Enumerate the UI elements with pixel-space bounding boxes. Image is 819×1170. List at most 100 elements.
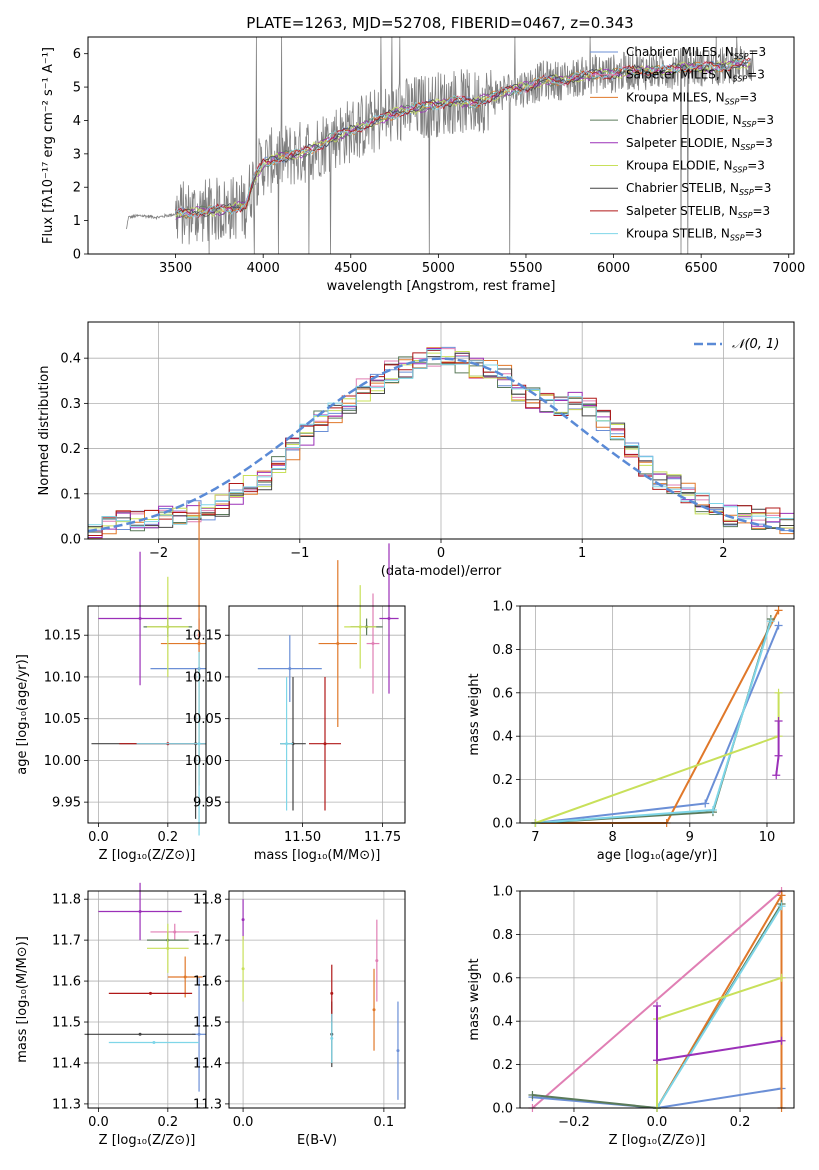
legend-entry: Salpeter STELIB, NSSP=3	[626, 204, 770, 220]
plot-frame	[87, 321, 795, 540]
x-tick-label: 5500	[509, 261, 542, 276]
plot-background	[88, 606, 206, 823]
y-tick-label: 0.3	[60, 397, 81, 412]
x-tick-label: 11.75	[364, 830, 401, 845]
y-tick-label: 11.6	[52, 975, 81, 990]
y-tick-label: 0.6	[492, 971, 513, 986]
x-tick-label: 0.2	[157, 1115, 178, 1130]
data-point	[653, 1056, 661, 1065]
y-tick-label: 11.8	[52, 893, 81, 908]
x-tick-label: 0.0	[88, 830, 109, 845]
model-spectrum-line	[175, 60, 751, 217]
y-tick-label: 11.5	[193, 1016, 222, 1031]
y-tick-label: 10.00	[185, 754, 222, 769]
x-tick-label: 0.2	[157, 830, 178, 845]
model-spectrum-line	[175, 58, 751, 219]
data-point	[396, 1049, 400, 1053]
data-point	[148, 991, 152, 995]
y-tick-label: 10.00	[44, 754, 81, 769]
x-axis-label: Z [log₁₀(Z/Z⊙)]	[99, 848, 196, 863]
y-tick-label: 0.1	[60, 487, 81, 502]
mass-age-panel: 11.50 11.75 9.95 10.00 10.05 10.10 10.15 mass […	[185, 543, 406, 863]
data-point	[774, 621, 783, 630]
data-point	[774, 717, 783, 726]
data-point	[375, 959, 379, 963]
plot-background	[88, 891, 206, 1108]
y-tick-label: 0	[73, 248, 81, 263]
x-tick-label: 0.2	[730, 1115, 751, 1130]
data-point	[197, 1032, 201, 1036]
data-point	[288, 667, 292, 671]
y-tick-label: 6	[73, 47, 81, 62]
y-tick-label: 0.4	[492, 730, 513, 745]
data-point	[774, 751, 783, 760]
x-axis-label: E(B-V)	[297, 1133, 337, 1148]
y-tick-label: 0.4	[492, 1015, 513, 1030]
mass-weight-line	[531, 890, 783, 1109]
y-tick-label: 10.10	[185, 670, 222, 685]
y-axis-label: mass weight	[467, 958, 482, 1040]
legend-entry: Chabrier STELIB, NSSP=3	[626, 181, 771, 197]
x-tick-label: 0.0	[647, 1115, 668, 1130]
data-point	[777, 891, 786, 900]
x-tick-label: 8	[608, 830, 616, 845]
x-axis-label: Z [log₁₀(Z/Z⊙)]	[99, 1133, 196, 1148]
model-spectrum-line	[175, 57, 751, 218]
plot-frame	[519, 605, 795, 824]
mass-weight-line	[656, 905, 783, 1109]
y-tick-label: 0.8	[492, 643, 513, 658]
x-tick-label: −2	[149, 546, 168, 561]
legend-entry: Kroupa ELODIE, NSSP=3	[626, 159, 765, 175]
plot-frame	[228, 890, 406, 1109]
plot-frame	[87, 605, 207, 824]
y-tick-label: 0.8	[492, 928, 513, 943]
data-point	[138, 1032, 142, 1036]
age-massweight-panel: 7 8 9 10 0.0 0.2 0.4 0.6 0.8 1.0 age [log₁₀(age/yr…	[467, 600, 795, 863]
x-axis-label: Z [log₁₀(Z/Z⊙)]	[609, 1133, 706, 1148]
legend-entry: Salpeter ELODIE, NSSP=3	[626, 136, 773, 152]
legend-entry: 𝒩(0, 1)	[732, 337, 779, 352]
data-point	[336, 642, 340, 646]
data-point	[138, 617, 142, 621]
residual-histogram-panel: −2 −1 0 1 2 0.0 0.1 0.2 0.3 0.4 (data-model)/error…	[37, 321, 795, 579]
y-tick-label: 3	[73, 147, 81, 162]
y-tick-label: 0.0	[492, 1102, 513, 1117]
y-tick-label: 11.8	[193, 893, 222, 908]
spectrum-panel: 3500 4000 4500 5000 5500 6000 6500 7000 0 1 2 3 4 5 6 w…	[41, 36, 805, 294]
x-tick-label: 0.0	[88, 1115, 109, 1130]
y-tick-label: 11.7	[193, 934, 222, 949]
y-tick-label: 0.0	[492, 817, 513, 832]
y-tick-label: 0.6	[492, 686, 513, 701]
data-point	[653, 1002, 661, 1011]
legend-entry: Salpeter MILES, NSSP=3	[626, 68, 765, 84]
y-axis-label: mass [log₁₀(M/M⊙)]	[15, 936, 30, 1063]
chart-title: PLATE=1263, MJD=52708, FIBERID=0467, z=0…	[246, 14, 633, 32]
data-point	[774, 688, 783, 697]
data-point	[197, 642, 201, 646]
data-point	[772, 771, 781, 780]
y-tick-label: 1	[73, 214, 81, 229]
x-tick-label: 4000	[247, 261, 280, 276]
data-point	[766, 617, 775, 626]
x-tick-label: −0.2	[558, 1115, 590, 1130]
data-point	[701, 799, 710, 808]
x-tick-label: 0	[437, 546, 445, 561]
data-point	[372, 1008, 376, 1012]
data-point	[173, 930, 177, 934]
plot-background	[520, 606, 794, 823]
y-tick-label: 11.7	[52, 934, 81, 949]
y-tick-label: 0.0	[60, 533, 81, 548]
data-point	[241, 918, 245, 922]
y-tick-label: 11.5	[52, 1016, 81, 1031]
y-tick-label: 10.15	[185, 629, 222, 644]
y-tick-label: 11.3	[193, 1097, 222, 1112]
y-tick-label: 11.6	[193, 975, 222, 990]
model-spectrum-line	[175, 59, 751, 217]
y-tick-label: 11.4	[193, 1056, 222, 1071]
ebv-mass-panel: 0.0 0.1 11.3 11.4 11.5 11.6 11.7 11.8 E(B-V)	[193, 890, 406, 1148]
x-tick-label: 5000	[422, 261, 455, 276]
data-point	[285, 742, 289, 746]
x-tick-label: 9	[686, 830, 694, 845]
legend-entry: Chabrier ELODIE, NSSP=3	[626, 113, 774, 129]
normal-curve	[87, 357, 795, 533]
